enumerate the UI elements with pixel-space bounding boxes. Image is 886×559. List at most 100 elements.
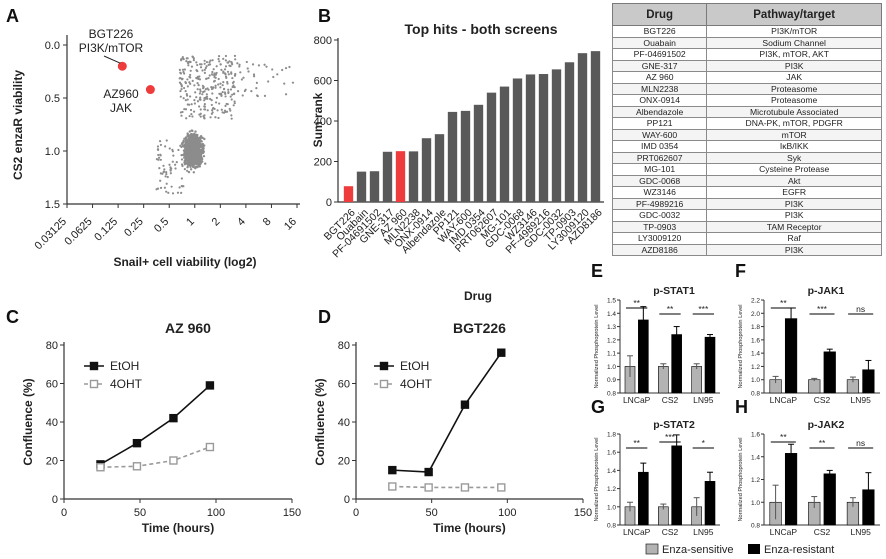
table-row: PF-04691502 PI3K, mTOR, AKT: [611, 48, 882, 61]
scatter-point: [205, 65, 208, 68]
table-cell-drug: GDC-0068: [611, 174, 708, 187]
tick-label-y-F: 2.0: [751, 311, 760, 318]
scatter-point: [210, 73, 214, 76]
table-cell-drug: WAY-600: [611, 128, 708, 141]
highlight-sublabel-az960: JAK: [110, 101, 132, 115]
scatter-point: [243, 89, 246, 93]
scatter-point: [228, 64, 231, 67]
tick-label-x-C: 50: [134, 507, 146, 519]
scatter-point: [178, 186, 181, 189]
scatter-point: [198, 160, 201, 164]
sig-label-F: ***: [817, 304, 828, 314]
series-marker-D-1: [424, 483, 433, 492]
scatter-point: [232, 85, 236, 89]
tick-label-y-H: 1.0: [751, 500, 760, 507]
tick-label-y-C: 60: [46, 379, 58, 391]
table-cell-drug: AZD8186: [611, 243, 708, 256]
legend-label-sensitive: Enza-sensitive: [662, 544, 734, 556]
scatter-point: [199, 115, 202, 118]
tick-label-y-B: 200: [314, 157, 332, 169]
scatter-point: [196, 82, 199, 85]
scatter-point: [191, 140, 194, 143]
y-axis-label-H: Normalized Phosphoprotein Level: [738, 438, 744, 522]
table-row: GDC-0032 PI3K: [611, 209, 882, 222]
bar-B: [525, 74, 536, 202]
scatter-point: [217, 55, 221, 58]
tick-label-y-D: 80: [338, 340, 350, 352]
scatter-point: [165, 172, 168, 176]
y-axis-label-A: CS2 enzaR viability: [11, 70, 25, 180]
bar-G: [671, 445, 682, 526]
table-row: PF-4989216 PI3K: [611, 197, 882, 210]
scatter-point: [222, 57, 225, 60]
scatter-point: [227, 73, 230, 76]
scatter-point: [242, 76, 245, 79]
scatter-point: [186, 156, 190, 160]
scatter-point: [204, 88, 207, 91]
scatter-point: [180, 158, 184, 161]
scatter-point: [178, 68, 181, 71]
scatter-point: [223, 68, 227, 71]
scatter-point: [188, 81, 191, 84]
scatter-point: [162, 170, 165, 174]
scatter-point: [221, 91, 224, 94]
bar-B: [369, 171, 380, 202]
scatter-point: [157, 158, 160, 161]
table-cell-pathway: PI3K: [706, 243, 882, 256]
bar-B: [551, 69, 562, 202]
scatter-point: [193, 157, 196, 160]
sig-label-G: **: [633, 438, 640, 448]
tick-label-y-A: 1.0: [45, 146, 60, 158]
chart-title-D: BGT226: [453, 320, 506, 336]
scatter-point: [196, 100, 200, 103]
scatter-point: [198, 165, 202, 168]
scatter-point: [227, 61, 230, 64]
scatter-point: [180, 177, 183, 180]
bar-B: [577, 53, 588, 202]
scatter-point: [208, 74, 211, 77]
scatter-point: [283, 82, 286, 85]
scatter-point: [217, 77, 220, 81]
scatter-point: [198, 159, 201, 162]
scatter-point: [156, 145, 160, 148]
scatter-point: [226, 80, 229, 84]
scatter-point: [214, 116, 217, 119]
bar-H: [823, 473, 836, 526]
scatter-point: [234, 73, 237, 77]
scatter-point: [174, 167, 177, 170]
scatter-point: [208, 63, 212, 66]
scatter-point: [182, 70, 185, 74]
scatter-point: [223, 91, 227, 94]
scatter-point: [252, 73, 256, 76]
scatter-point: [196, 160, 199, 163]
panel-letter-G: G: [591, 397, 605, 417]
highlight-point-1: [145, 85, 155, 95]
scatter-point: [179, 72, 183, 75]
table-cell-drug: Ouabain: [611, 36, 708, 49]
table-row: IMD 0354 IκB/IKK: [611, 140, 882, 153]
table-cell-pathway: PI3K: [706, 59, 882, 72]
tick-label-x-A: 0.03125: [33, 216, 70, 253]
scatter-point: [195, 136, 198, 139]
scatter-point: [203, 108, 206, 111]
scatter-point: [214, 86, 217, 89]
scatter-point: [203, 116, 206, 119]
bar-B: [421, 138, 432, 202]
legend-marker-C-0: [89, 361, 99, 371]
tick-label-y-F: 2.2: [751, 298, 760, 305]
scatter-point: [184, 108, 188, 111]
scatter-point: [179, 76, 182, 80]
bar-B: [564, 62, 575, 203]
scatter-point: [194, 130, 197, 133]
scatter-point: [195, 96, 198, 99]
scatter-point: [211, 111, 214, 114]
table-row: PRT062607 Syk: [611, 151, 882, 164]
scatter-point: [265, 65, 268, 68]
scatter-point: [231, 63, 234, 66]
scatter-point: [159, 153, 162, 156]
scatter-point: [185, 138, 188, 141]
tick-label-x-A: 1: [184, 216, 197, 229]
series-marker-C-0: [132, 438, 142, 448]
table-cell-pathway: PI3K, mTOR, AKT: [706, 48, 882, 61]
scatter-point: [217, 57, 220, 61]
